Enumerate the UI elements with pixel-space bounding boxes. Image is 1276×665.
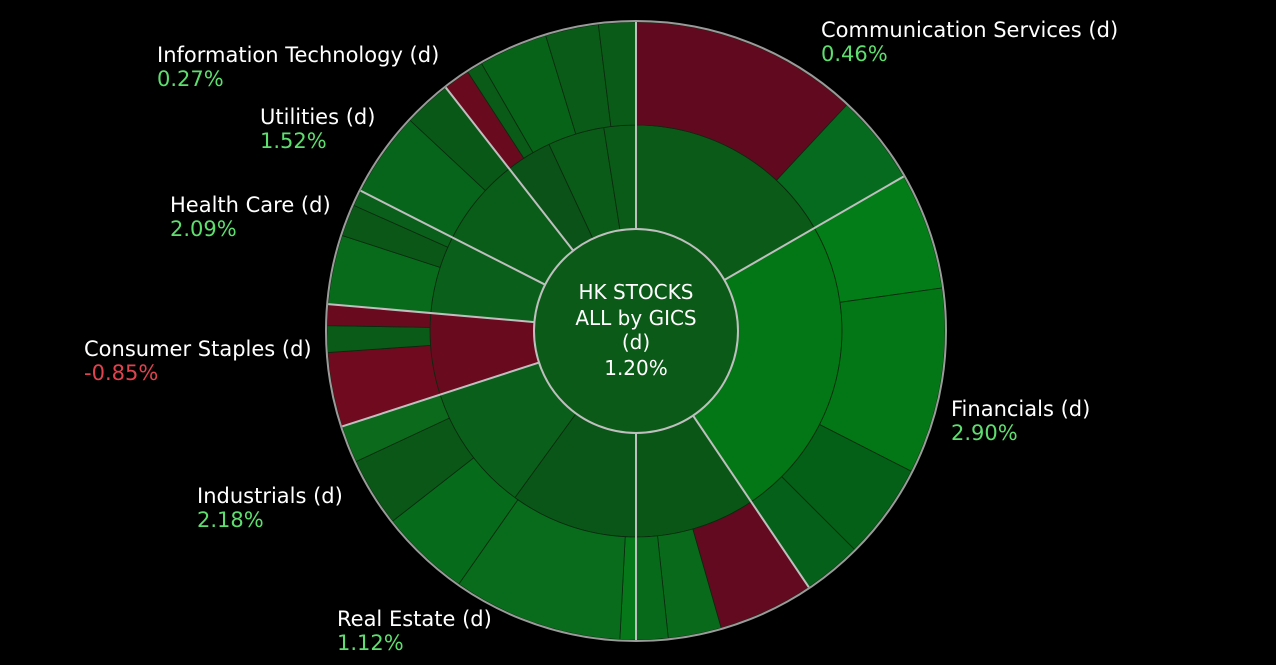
- label-name: Health Care (d): [170, 193, 331, 217]
- label-change: 2.90%: [951, 421, 1018, 445]
- sector-separator: [723, 175, 905, 281]
- label-communication-services: Communication Services (d) 0.46%: [821, 18, 1118, 66]
- label-change: 1.52%: [260, 129, 327, 153]
- center-title-line1: HK STOCKS: [579, 280, 694, 304]
- sector-separators: [328, 22, 905, 640]
- label-change: 1.12%: [337, 631, 404, 655]
- label-name: Industrials (d): [197, 484, 343, 508]
- sector-separator: [341, 361, 540, 428]
- label-health-care: Health Care (d) 2.09%: [170, 193, 331, 241]
- label-name: Communication Services (d): [821, 18, 1119, 42]
- label-change: 0.46%: [821, 42, 888, 66]
- center-title-line2: ALL by GICS: [575, 306, 696, 330]
- sector-separator: [328, 303, 535, 324]
- sector-separator: [692, 415, 810, 588]
- label-name: Financials (d): [951, 397, 1091, 421]
- label-real-estate: Real Estate (d) 1.12%: [337, 607, 492, 655]
- label-information-technology: Information Technology (d) 0.27%: [157, 43, 439, 91]
- label-utilities: Utilities (d) 1.52%: [260, 105, 375, 153]
- label-industrials: Industrials (d) 2.18%: [197, 484, 343, 532]
- label-name: Consumer Staples (d): [84, 337, 312, 361]
- label-change: 2.09%: [170, 217, 237, 241]
- outer-ring: [326, 21, 946, 641]
- label-name: Real Estate (d): [337, 607, 492, 631]
- label-consumer-staples: Consumer Staples (d) -0.85%: [84, 337, 312, 385]
- center-value: 1.20%: [604, 356, 668, 380]
- label-name: Utilities (d): [260, 105, 376, 129]
- label-change: 2.18%: [197, 508, 264, 532]
- center-circle: [533, 228, 739, 434]
- sector-separator: [444, 86, 574, 252]
- sector-separator: [360, 189, 546, 286]
- label-change: -0.85%: [84, 361, 159, 385]
- inner-ring: [429, 124, 843, 538]
- outer-border: [325, 20, 947, 642]
- center-title-line3: (d): [622, 330, 650, 354]
- label-change: 0.27%: [157, 67, 224, 91]
- label-financials: Financials (d) 2.90%: [951, 397, 1090, 445]
- label-name: Information Technology (d): [157, 43, 440, 67]
